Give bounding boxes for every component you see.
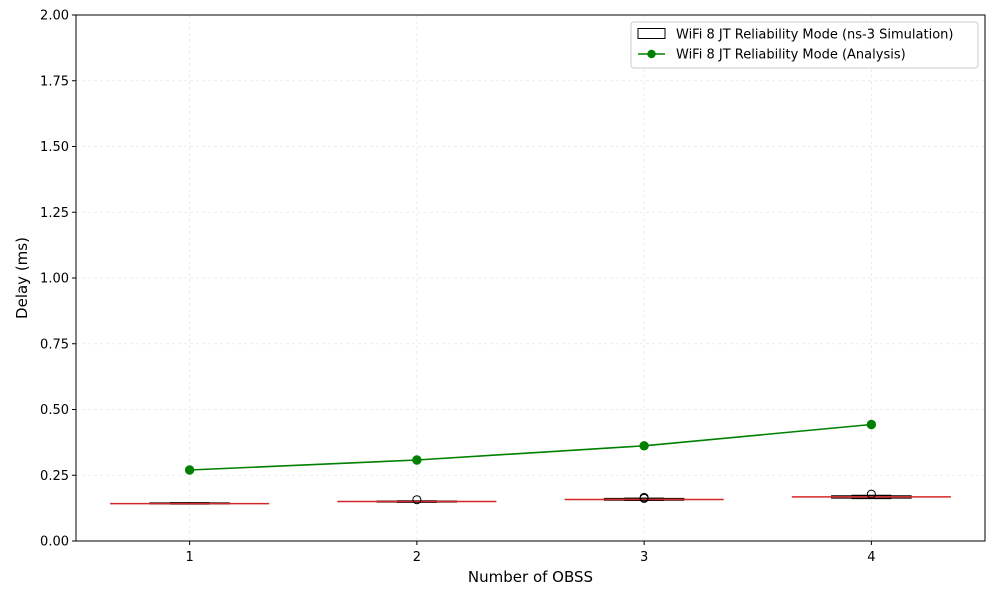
box-plot [110,502,270,505]
y-tick-label: 1.25 [40,206,69,221]
x-axis-label: Number of OBSS [468,568,593,586]
legend-entry-analysis: WiFi 8 JT Reliability Mode (Analysis) [676,48,906,63]
legend-frame [630,21,979,69]
y-tick-label: 1.50 [40,140,69,155]
y-axis-label: Delay (ms) [13,237,31,319]
y-tick-label: 0.50 [40,403,69,418]
x-axis-ticks: 1 2 3 4 [185,541,876,565]
analysis-point [412,455,422,465]
y-tick-label: 2.00 [40,9,69,24]
x-tick-label: 1 [185,550,193,565]
y-axis-ticks: 0.00 0.25 0.50 0.75 1.00 1.25 1.50 1.75 2.00 [40,9,76,550]
legend-entry-simulation: WiFi 8 JT Reliability Mode (ns-3 Simulat… [676,28,953,43]
y-tick-label: 1.75 [40,74,69,89]
legend-box-swatch [637,28,666,39]
y-tick-label: 0.00 [40,535,69,550]
outlier-point [866,489,876,499]
y-tick-label: 0.75 [40,337,69,352]
plot-frame [75,14,986,542]
x-tick-label: 3 [640,550,648,565]
legend-marker-swatch [647,49,656,59]
x-tick-label: 2 [413,550,421,565]
line-series [184,419,877,475]
outlier-point [639,492,649,502]
grid [76,14,985,542]
box-plot [791,489,951,500]
y-tick-label: 1.00 [40,272,69,287]
legend: WiFi 8 JT Reliability Mode (ns-3 Simulat… [630,21,979,69]
box-plot [564,492,724,503]
analysis-line [189,423,872,471]
analysis-point [639,441,649,451]
box-series [110,489,951,505]
outlier-point [412,495,422,505]
y-tick-label: 0.25 [40,469,69,484]
analysis-point [184,465,195,475]
box-plot [337,495,497,505]
analysis-point [866,419,877,430]
x-tick-label: 4 [867,550,875,565]
